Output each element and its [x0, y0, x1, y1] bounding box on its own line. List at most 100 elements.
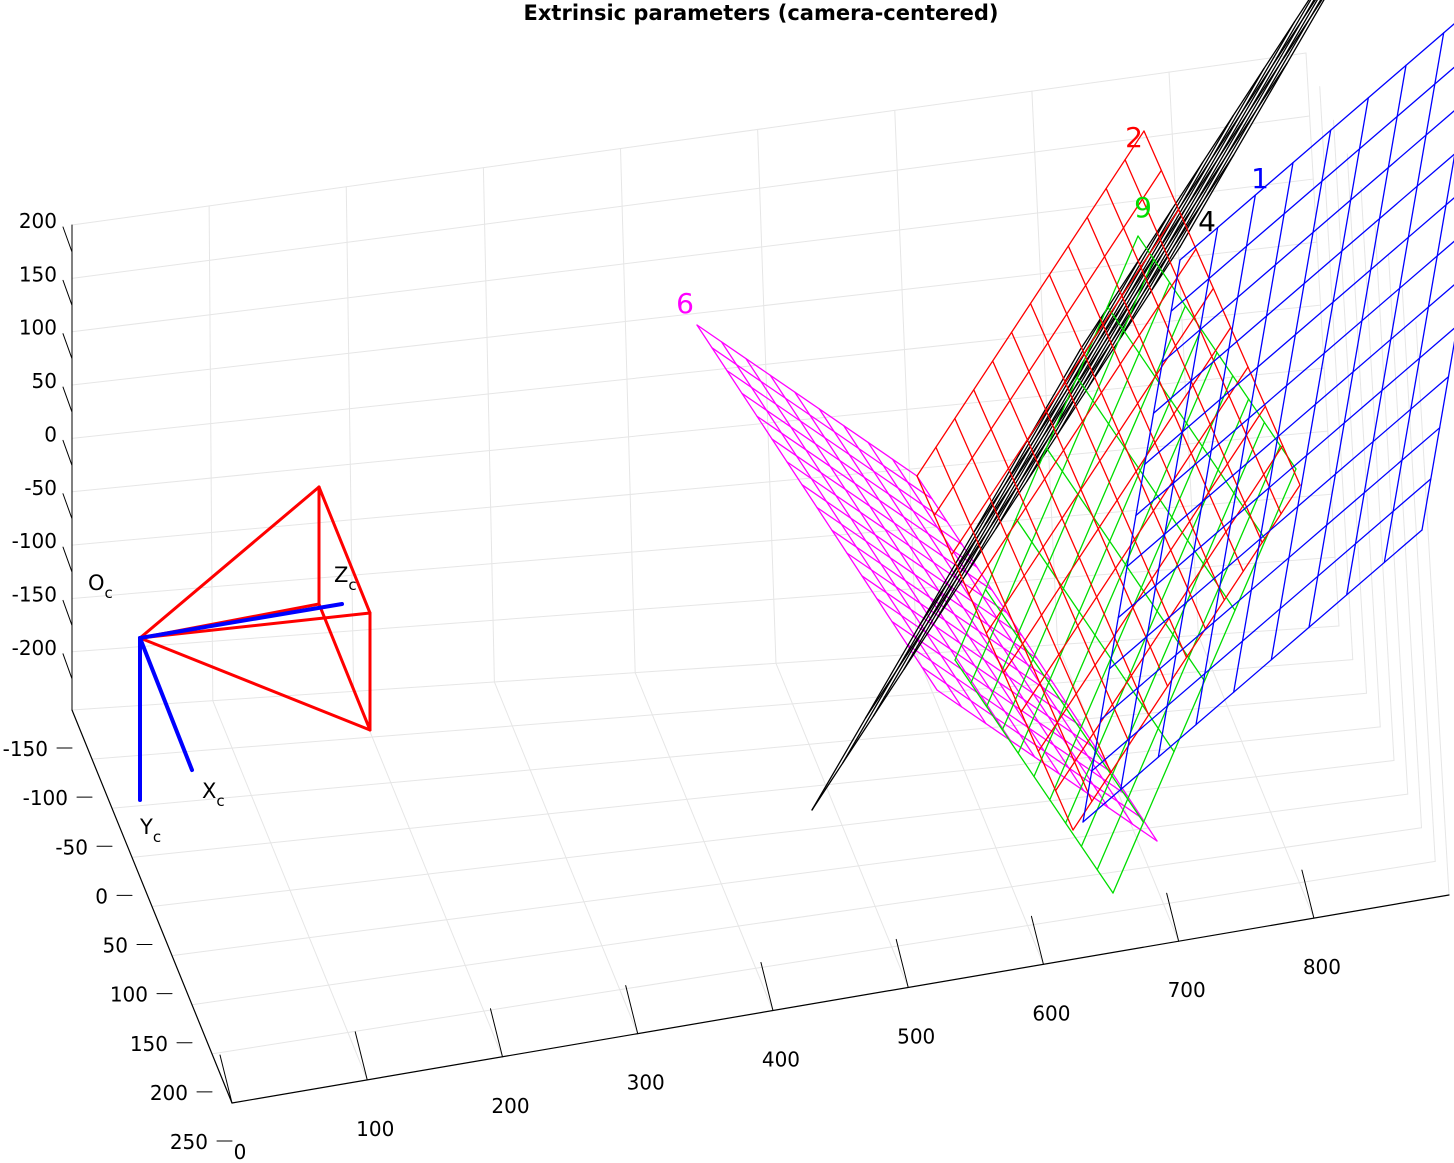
grid-line-back-x	[482, 167, 495, 683]
plane-grid-line	[801, 484, 1023, 637]
x-tick-mark	[1301, 869, 1315, 919]
plane-grid-line	[918, 62, 1288, 627]
grid-line-floor-y	[171, 793, 1409, 957]
plane-grid-line	[921, 666, 1143, 819]
plane-grid-line	[864, 154, 1235, 719]
calibration-plane-6	[696, 324, 1158, 842]
plane-grid-line	[745, 357, 987, 725]
x-tick-mark	[219, 1054, 233, 1104]
grid-line-back-x	[757, 128, 777, 664]
frustum-edge	[138, 636, 372, 732]
calibration-plane-1	[1082, 23, 1454, 823]
plane-grid-line	[1108, 376, 1450, 670]
plane-grid-line	[1135, 240, 1454, 517]
grid-line-back-z	[71, 430, 1329, 546]
plane-grid-line	[786, 461, 1008, 614]
chart-title: Extrinsic parameters (camera-centered)	[524, 1, 999, 25]
plane-grid-line	[771, 438, 993, 591]
plane-grid-line	[811, 349, 1081, 811]
x-axis-line	[231, 894, 1450, 1104]
grid-line-right-y	[1333, 119, 1367, 694]
plane-grid-line	[1082, 529, 1423, 823]
plane-grid-line	[1157, 194, 1256, 758]
y-tick-label: 200	[150, 1081, 188, 1105]
x-tick-mark	[1166, 892, 1180, 942]
plane-grid-line	[1087, 0, 1315, 389]
plane-grid-line	[1120, 226, 1219, 791]
plane-grid-line	[1117, 327, 1454, 619]
calibration-planes	[696, 0, 1454, 894]
plane-grid-line	[891, 620, 1113, 774]
plane-grid-line	[769, 374, 1011, 741]
plane-grid-line	[1029, 302, 1188, 659]
plane-grid-line	[985, 287, 1214, 634]
plane-grid-line	[1055, 445, 1284, 792]
plane-grid-line	[1161, 110, 1454, 363]
z-tick-label: 150	[19, 262, 57, 286]
plane-grid-line	[916, 475, 1074, 831]
plane-grid-line	[992, 360, 1150, 716]
z-tick-mark	[62, 226, 73, 253]
plane-grid-line	[1067, 245, 1225, 601]
plane-grid-line	[696, 324, 938, 691]
plane-grid-line	[1137, 235, 1297, 470]
plane-grid-line	[696, 324, 918, 477]
plane-grid-line	[1270, 97, 1369, 661]
frustum-edge	[138, 611, 372, 640]
z-tick-mark	[62, 333, 73, 360]
plane-grid-line	[1144, 197, 1454, 466]
plane-grid-line	[876, 598, 1098, 751]
z-tick-label: -200	[12, 636, 57, 660]
plane-label-6: 6	[676, 287, 694, 320]
z-tick-mark	[62, 279, 73, 306]
y-tick-label: 0	[95, 884, 108, 908]
plane-grid-line	[954, 417, 1112, 774]
camera-x-label: Xc	[202, 779, 225, 810]
grid-line-right-y	[1346, 153, 1381, 728]
plane-label-9: 9	[1134, 191, 1152, 224]
grid-line-right-y	[1388, 254, 1422, 829]
camera-z-axis	[138, 602, 344, 640]
plane-grid-line	[1076, 376, 1236, 611]
grid-layer	[71, 52, 1450, 1104]
x-tick-label: 400	[762, 1048, 800, 1072]
x-tick-mark	[354, 1031, 368, 1081]
plane-grid-line	[816, 506, 1038, 660]
plane-grid-line	[843, 425, 1085, 792]
grid-line-floor-y	[191, 827, 1422, 1006]
x-tick-label: 800	[1303, 955, 1341, 979]
x-tick-label: 100	[356, 1117, 394, 1141]
z-tick-mark	[62, 546, 73, 573]
x-tick-mark	[760, 962, 774, 1012]
z-tick-mark	[62, 439, 73, 466]
x-tick-mark	[1030, 915, 1044, 965]
grid-line-back-x	[894, 109, 918, 655]
plane-grid-line	[1118, 0, 1318, 342]
plane-grid-line	[1124, 159, 1282, 515]
grid-line-floor-y	[71, 625, 1340, 711]
grid-line-floor-y	[91, 659, 1354, 760]
y-tick-label: 50	[103, 934, 128, 958]
plane-grid-line	[1106, 306, 1267, 541]
y-tick-label: 150	[130, 1032, 168, 1056]
plane-grid-line	[1233, 129, 1332, 693]
plane-grid-line	[1026, 20, 1296, 483]
z-tick-label: 100	[19, 316, 57, 340]
grid-line-back-z	[71, 115, 1311, 279]
plane-grid-line	[1079, 0, 1310, 351]
x-tick-label: 0	[234, 1140, 247, 1163]
plane-grid-line	[1048, 274, 1207, 630]
plane-grid-line	[1346, 32, 1445, 596]
plane-grid-line	[916, 475, 1158, 842]
camera-origin-label: Oc	[88, 571, 113, 602]
grid-line-right-y	[1415, 321, 1450, 896]
frustum-edge	[138, 485, 321, 640]
z-tick-mark	[62, 599, 73, 626]
frustum-edge	[317, 602, 372, 732]
plane-grid-line	[867, 441, 1109, 809]
plane-label-1: 1	[1251, 162, 1269, 195]
calibration-plane-2	[916, 130, 1301, 831]
grid-line-back-z	[71, 556, 1336, 653]
z-tick-mark	[62, 386, 73, 413]
